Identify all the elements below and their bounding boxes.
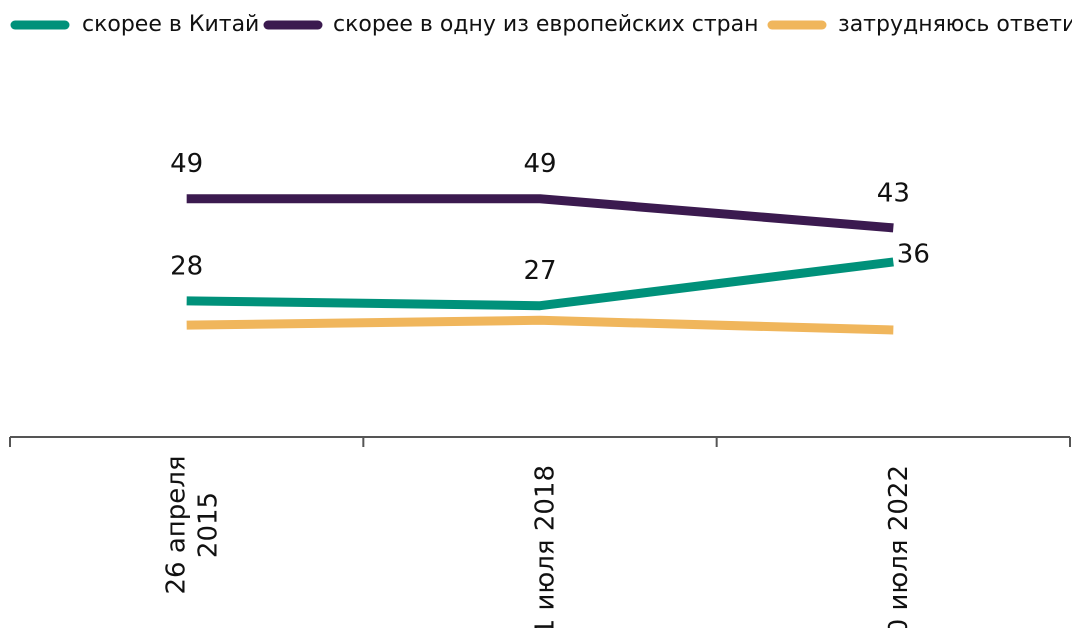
- legend-label: затрудняюсь ответить: [838, 12, 1072, 37]
- x-tick-label: 10 июля 2022: [884, 465, 914, 628]
- x-tick-label: 26 апреля2015: [161, 455, 223, 594]
- data-label: 27: [523, 256, 556, 286]
- data-label: 43: [877, 178, 910, 208]
- data-label: 28: [170, 251, 203, 281]
- x-tick-label-line: 2015: [193, 492, 223, 558]
- legend-label: скорее в одну из европейских стран: [333, 12, 758, 37]
- x-tick-label-line: 26 апреля: [161, 455, 191, 594]
- x-tick-label: 1 июля 2018: [531, 465, 561, 628]
- series-line: [186, 194, 894, 233]
- data-label: 49: [523, 149, 556, 179]
- data-label: 36: [897, 239, 930, 269]
- legend-label: скорее в Китай: [82, 12, 259, 37]
- series-line: [186, 315, 894, 335]
- data-label: 49: [170, 149, 203, 179]
- series-line: [186, 257, 894, 311]
